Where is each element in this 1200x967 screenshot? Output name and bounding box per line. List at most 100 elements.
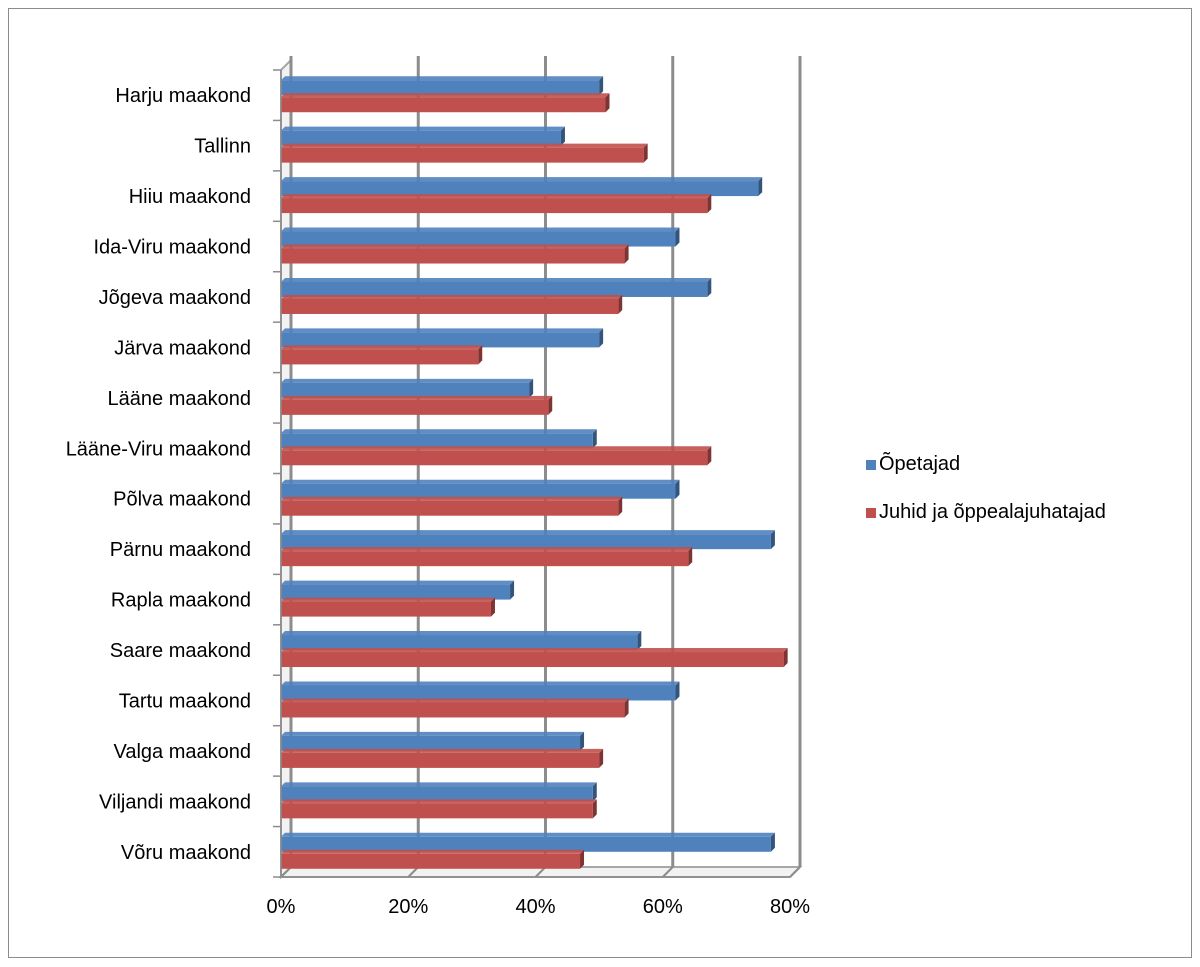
category-label: Ida-Viru maakond xyxy=(94,237,252,259)
bar-top-face xyxy=(281,76,604,81)
bars xyxy=(281,76,788,869)
gridline-floor-4 xyxy=(789,866,801,878)
bar-top-face xyxy=(281,446,712,451)
bar-juhid-11 xyxy=(281,648,788,668)
bar-front-face xyxy=(281,500,619,516)
bar-top-face xyxy=(281,832,775,837)
bar-opetajad-3 xyxy=(281,227,680,247)
bar-top-face xyxy=(281,244,629,249)
bar-opetajad-2 xyxy=(281,177,763,197)
category-label: Valga maakond xyxy=(114,741,252,763)
bar-top-face xyxy=(281,194,712,199)
bar-end-face xyxy=(770,530,775,550)
bar-juhid-9 xyxy=(281,547,693,567)
bar-top-face xyxy=(281,395,553,400)
bar-front-face xyxy=(281,332,600,348)
bar-juhid-13 xyxy=(281,748,604,768)
bar-front-face xyxy=(281,80,600,96)
bar-front-face xyxy=(281,584,511,600)
bar-end-face xyxy=(592,782,597,802)
bar-top-face xyxy=(281,126,565,131)
category-label: Lääne maakond xyxy=(108,388,251,410)
bar-end-face xyxy=(675,479,680,499)
bar-end-face xyxy=(580,849,585,869)
bar-top-face xyxy=(281,496,623,501)
category-labels: Harju maakond Tallinn Hiiu maakond Ida-Viru… xyxy=(66,85,251,864)
bar-end-face xyxy=(560,126,565,146)
bar-end-face xyxy=(707,194,712,214)
bar-juhid-3 xyxy=(281,244,629,264)
bar-top-face xyxy=(281,93,610,98)
bar-front-face xyxy=(281,181,759,197)
bar-front-face xyxy=(281,752,600,768)
bar-top-face xyxy=(281,345,483,350)
bar-opetajad-8 xyxy=(281,479,680,499)
bar-front-face xyxy=(281,551,689,567)
bar-juhid-4 xyxy=(281,294,623,314)
bar-front-face xyxy=(281,786,593,802)
bar-top-face xyxy=(281,378,534,383)
bar-end-face xyxy=(770,832,775,852)
bar-end-face xyxy=(510,580,515,600)
bar-top-face xyxy=(281,479,680,484)
bar-end-face xyxy=(592,429,597,449)
bar-front-face xyxy=(281,433,593,449)
category-label: Viljandi maakond xyxy=(99,791,251,813)
bar-opetajad-9 xyxy=(281,530,775,550)
bar-front-face xyxy=(281,534,771,550)
x-tick-label: 80% xyxy=(770,896,810,918)
bar-front-face xyxy=(281,803,593,819)
bar-front-face xyxy=(281,248,625,264)
bar-top-face xyxy=(281,748,604,753)
bar-front-face xyxy=(281,198,708,214)
category-label: Jõgeva maakond xyxy=(99,287,251,309)
bar-end-face xyxy=(675,227,680,247)
bar-front-face xyxy=(281,281,708,297)
bar-end-face xyxy=(675,681,680,701)
x-tick-label: 0% xyxy=(267,896,296,918)
bar-top-face xyxy=(281,294,623,299)
x-tick-labels: 0% 20% 40% 60% 80% xyxy=(267,896,811,918)
bar-top-face xyxy=(281,597,495,602)
category-label: Võru maakond xyxy=(121,842,251,864)
category-label: Tartu maakond xyxy=(119,690,251,712)
category-label: Harju maakond xyxy=(115,85,251,107)
bar-end-face xyxy=(478,345,483,365)
x-tick-label: 40% xyxy=(515,896,555,918)
category-label: Hiiu maakond xyxy=(129,186,251,208)
bar-top-face xyxy=(281,547,693,552)
bar-end-face xyxy=(783,648,788,668)
bar-top-face xyxy=(281,681,680,686)
bar-front-face xyxy=(281,147,644,163)
bar-end-face xyxy=(580,731,585,751)
bar-front-face xyxy=(281,702,625,718)
bar-opetajad-5 xyxy=(281,328,604,348)
bar-front-face xyxy=(281,836,771,852)
bar-top-face xyxy=(281,799,597,804)
bar-top-face xyxy=(281,227,680,232)
bar-end-face xyxy=(599,76,604,96)
category-label: Pärnu maakond xyxy=(110,539,251,561)
bar-end-face xyxy=(707,277,712,297)
bar-front-face xyxy=(281,652,784,668)
legend-swatch xyxy=(866,508,876,518)
bar-end-face xyxy=(605,93,610,113)
bar-juhid-14 xyxy=(281,799,597,819)
bar-opetajad-15 xyxy=(281,832,775,852)
bar-juhid-1 xyxy=(281,143,648,163)
category-label: Järva maakond xyxy=(114,337,251,359)
legend-label: Õpetajad xyxy=(879,451,960,475)
gridline-floor-3 xyxy=(662,866,674,878)
category-label: Rapla maakond xyxy=(111,590,251,612)
bar-top-face xyxy=(281,328,604,333)
bar-end-face xyxy=(707,446,712,466)
bar-end-face xyxy=(688,547,693,567)
bar-front-face xyxy=(281,735,581,751)
bar-opetajad-13 xyxy=(281,731,585,751)
bar-opetajad-1 xyxy=(281,126,565,146)
bar-opetajad-7 xyxy=(281,429,597,449)
bar-end-face xyxy=(490,597,495,617)
bar-front-face xyxy=(281,399,549,415)
bar-top-face xyxy=(281,782,597,787)
